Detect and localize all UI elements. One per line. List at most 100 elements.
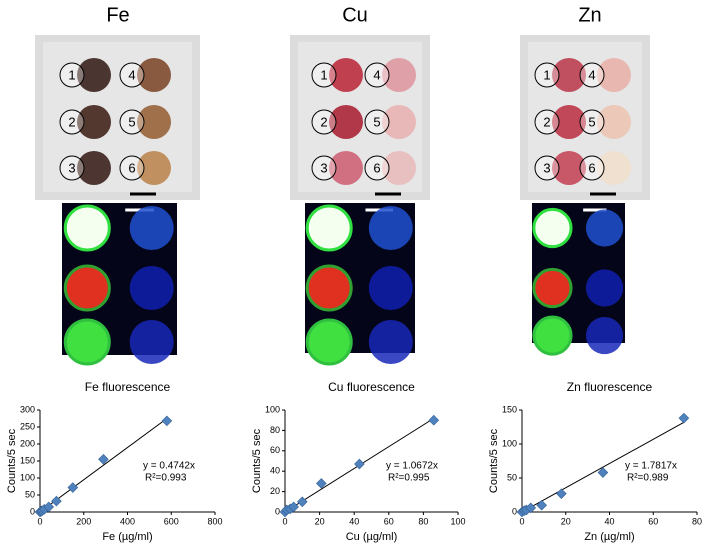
y-tick-label: 300 [20, 404, 35, 414]
data-point [536, 499, 547, 511]
sample-well [77, 105, 111, 139]
data-point [525, 502, 537, 514]
y-tick-label: 100 [20, 472, 35, 482]
data-point [161, 415, 173, 427]
label-ring [364, 62, 390, 88]
x-tick-label: 20 [315, 516, 325, 526]
sample-label: 3 [320, 160, 327, 175]
y-tick-label: 150 [20, 455, 35, 465]
x-tick-label: 40 [604, 516, 614, 526]
label-ring [119, 155, 145, 181]
sample-label: 4 [588, 67, 595, 82]
label-ring [579, 155, 605, 181]
y-axis-label: Counts/5 sec [6, 428, 18, 493]
sample-label: 2 [68, 114, 75, 129]
label-ring [119, 109, 145, 135]
r-squared: R²=0.993 [145, 473, 187, 484]
fluor-spot [129, 206, 174, 250]
x-tick-label: 80 [418, 516, 428, 526]
label-ring [579, 62, 605, 88]
y-tick-label: 100 [502, 438, 517, 448]
data-point [43, 501, 55, 513]
sample-label: 3 [543, 160, 550, 175]
sample-well [77, 58, 111, 92]
sample-label: 5 [128, 114, 135, 129]
label-ring [311, 155, 337, 181]
sample-well [77, 151, 111, 185]
fluor-spot [585, 209, 624, 247]
x-axis-label: Zn (µg/ml) [584, 531, 634, 543]
sample-well [552, 58, 586, 92]
label-ring [364, 109, 390, 135]
r-squared: R²=0.989 [627, 473, 669, 484]
sample-label: 1 [68, 67, 75, 82]
fluor-spot [305, 204, 353, 252]
x-tick-label: 60 [384, 516, 394, 526]
sample-label: 2 [543, 114, 550, 129]
sample-label: 6 [588, 160, 595, 175]
data-point [98, 453, 109, 465]
trendline [521, 421, 685, 513]
y-tick-label: 0 [30, 506, 35, 516]
fluor-spot [63, 204, 111, 252]
data-point [678, 412, 690, 424]
fluor-spot [585, 269, 624, 307]
y-axis-label: Counts/5 sec [488, 428, 500, 493]
y-tick-label: 0 [512, 506, 517, 516]
label-ring [59, 109, 85, 135]
y-tick-label: 50 [25, 489, 35, 499]
fluor-spot [63, 318, 111, 366]
sample-well [382, 151, 416, 185]
panel-title: Cu [342, 4, 368, 26]
y-tick-label: 200 [20, 438, 35, 448]
y-tick-label: 60 [270, 445, 280, 455]
x-axis-label: Fe (µg/ml) [102, 531, 152, 543]
sample-label: 4 [373, 67, 380, 82]
fluor-spot [532, 315, 573, 356]
x-tick-label: 0 [519, 516, 524, 526]
trend-equation: y = 0.4742x [143, 461, 195, 472]
sample-label: 3 [68, 160, 75, 175]
fluor-spot [305, 318, 353, 366]
label-ring [59, 155, 85, 181]
label-ring [119, 62, 145, 88]
x-axis-label: Cu (µg/ml) [346, 531, 398, 543]
label-ring [534, 62, 560, 88]
x-tick-label: 0 [282, 516, 287, 526]
fluor-spot [585, 316, 624, 355]
data-point [51, 495, 62, 507]
r-squared: R²=0.995 [388, 473, 430, 484]
sample-label: 6 [128, 160, 135, 175]
label-ring [534, 155, 560, 181]
sample-well [552, 105, 586, 139]
y-axis-label: Counts/5 sec [251, 428, 263, 493]
sample-label: 5 [373, 114, 380, 129]
x-tick-label: 60 [648, 516, 658, 526]
fluor-spot [532, 267, 573, 309]
sample-label: 4 [128, 67, 135, 82]
x-tick-label: 80 [692, 516, 702, 526]
sample-label: 1 [320, 67, 327, 82]
fluor-spot [129, 266, 174, 310]
data-point [354, 458, 365, 470]
data-point [296, 496, 308, 508]
data-point [556, 488, 567, 499]
y-tick-label: 40 [270, 466, 280, 476]
sample-label: 2 [320, 114, 327, 129]
chart-title: Cu fluorescence [328, 380, 415, 394]
sample-well [597, 105, 631, 139]
x-tick-label: 0 [37, 516, 42, 526]
sample-label: 6 [373, 160, 380, 175]
fluor-spot [368, 206, 413, 250]
sample-well [382, 105, 416, 139]
label-ring [59, 62, 85, 88]
sample-label: 1 [543, 67, 550, 82]
data-point [67, 482, 79, 493]
label-ring [311, 62, 337, 88]
x-tick-label: 20 [561, 516, 571, 526]
sample-well [382, 58, 416, 92]
x-tick-label: 600 [164, 516, 179, 526]
label-ring [579, 109, 605, 135]
data-point [288, 501, 299, 513]
